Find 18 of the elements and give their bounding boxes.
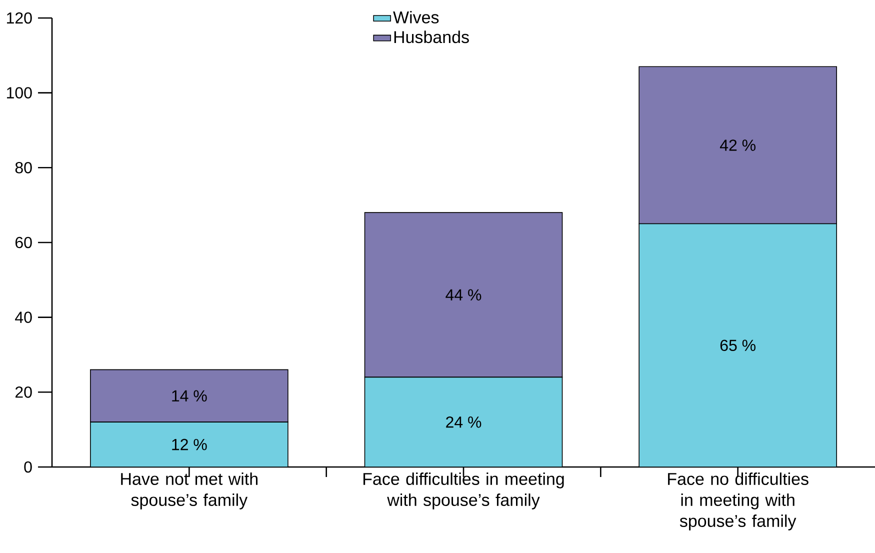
- x-tick-label: Face difficulties in meeting with spouse’s family: [363, 472, 564, 510]
- x-tick-label: Face no difficulties in meeting with spouse’s family: [668, 472, 808, 530]
- y-tick-label: 0: [24, 461, 32, 473]
- data-label: 24 %: [446, 416, 482, 428]
- x-tick-label: Have not met with spouse’s family: [121, 472, 258, 510]
- data-label: 44 %: [446, 289, 482, 300]
- y-tick-label: 80: [15, 162, 32, 174]
- y-tick-label: 120: [7, 12, 32, 24]
- y-tick-label: 20: [15, 386, 32, 398]
- legend-label: Husbands: [394, 30, 469, 44]
- y-tick-label: 40: [15, 312, 32, 323]
- data-label: 65 %: [720, 340, 756, 352]
- data-label: 14 %: [172, 390, 207, 402]
- y-tick-label: 60: [15, 236, 32, 248]
- data-label: 42 %: [720, 140, 756, 151]
- data-label: 12 %: [172, 438, 207, 450]
- legend-label: Wives: [393, 10, 439, 24]
- y-tick-label: 100: [7, 87, 32, 98]
